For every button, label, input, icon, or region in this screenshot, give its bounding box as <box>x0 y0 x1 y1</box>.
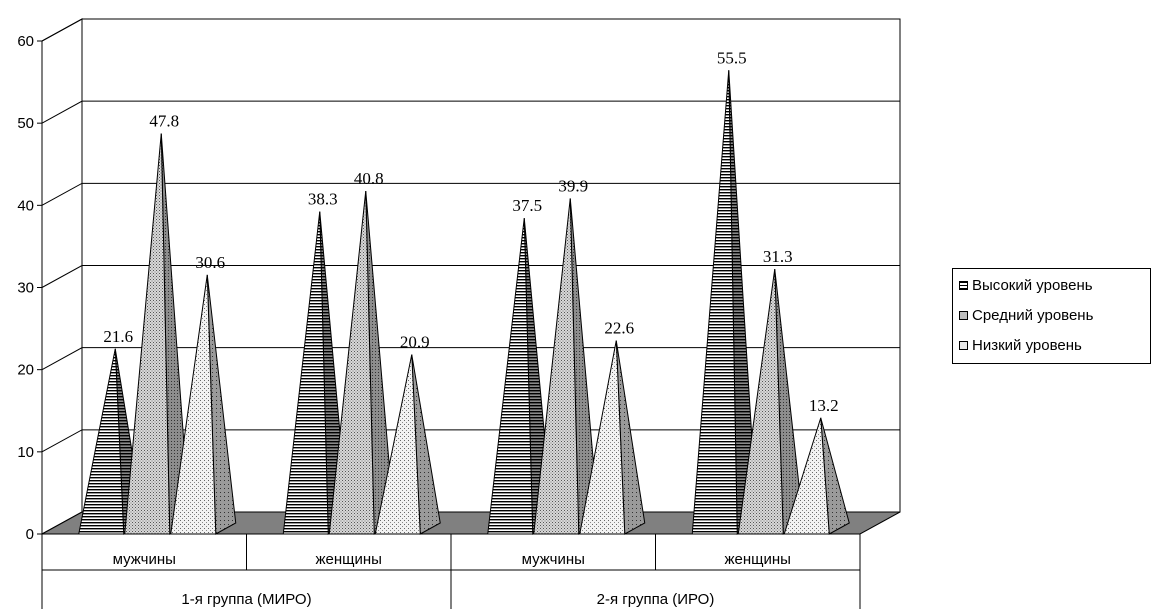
data-label-0-3: 55.5 <box>717 48 747 67</box>
y-axis: 0 10 20 30 40 50 60 <box>17 33 43 543</box>
gridline <box>41 100 900 124</box>
category-label: женщины <box>316 551 382 568</box>
data-label-0-1: 38.3 <box>308 190 338 209</box>
legend-item-low: Низкий уровень <box>959 337 1082 354</box>
category-label: женщины <box>725 551 791 568</box>
legend-label-medium: Средний уровень <box>972 307 1094 324</box>
category-label: мужчины <box>113 551 176 568</box>
y-tick-label: 30 <box>17 280 34 297</box>
data-label-1-2: 39.9 <box>558 176 588 195</box>
data-label-0-2: 37.5 <box>512 196 542 215</box>
legend-swatch-high <box>959 281 968 290</box>
data-label-2-3: 13.2 <box>809 396 839 415</box>
legend-swatch-medium <box>959 311 968 320</box>
group-label: 1-я группа (МИРО) <box>181 591 311 608</box>
y-tick-label: 20 <box>17 362 34 379</box>
y-tick-label: 0 <box>26 526 34 543</box>
y-tick-label: 40 <box>17 197 34 214</box>
legend-item-high: Высокий уровень <box>959 277 1093 294</box>
gridline <box>41 182 900 206</box>
y-tick-label: 60 <box>17 33 34 50</box>
data-label-1-0: 47.8 <box>149 112 179 131</box>
data-label-1-3: 31.3 <box>763 247 793 266</box>
chart-legend: Высокий уровень Средний уровень Низкий у… <box>952 268 1151 364</box>
gridline <box>41 18 900 42</box>
data-label-2-2: 22.6 <box>604 319 634 338</box>
gridline <box>41 347 900 371</box>
legend-swatch-low <box>959 341 968 350</box>
pyramid-marks <box>78 70 850 535</box>
gridline <box>41 265 900 288</box>
legend-item-medium: Средний уровень <box>959 307 1093 324</box>
group-label: 2-я группа (ИРО) <box>597 591 715 608</box>
category-label: мужчины <box>522 551 585 568</box>
data-label-2-1: 20.9 <box>400 333 430 352</box>
data-label-0-0: 21.6 <box>103 327 133 346</box>
data-label-1-1: 40.8 <box>354 169 384 188</box>
x-axis-categories: мужчины женщины мужчины женщины 1-я группа (… <box>41 533 861 609</box>
data-labels: 21.6 47.8 30.6 38.3 40.8 20.9 37.5 39.9 22.6 55.5… <box>103 48 838 415</box>
y-tick-label: 50 <box>17 115 34 132</box>
legend-label-low: Низкий уровень <box>972 337 1082 354</box>
data-label-2-0: 30.6 <box>195 253 225 272</box>
y-tick-label: 10 <box>17 444 34 461</box>
legend-label-high: Высокий уровень <box>972 277 1093 294</box>
